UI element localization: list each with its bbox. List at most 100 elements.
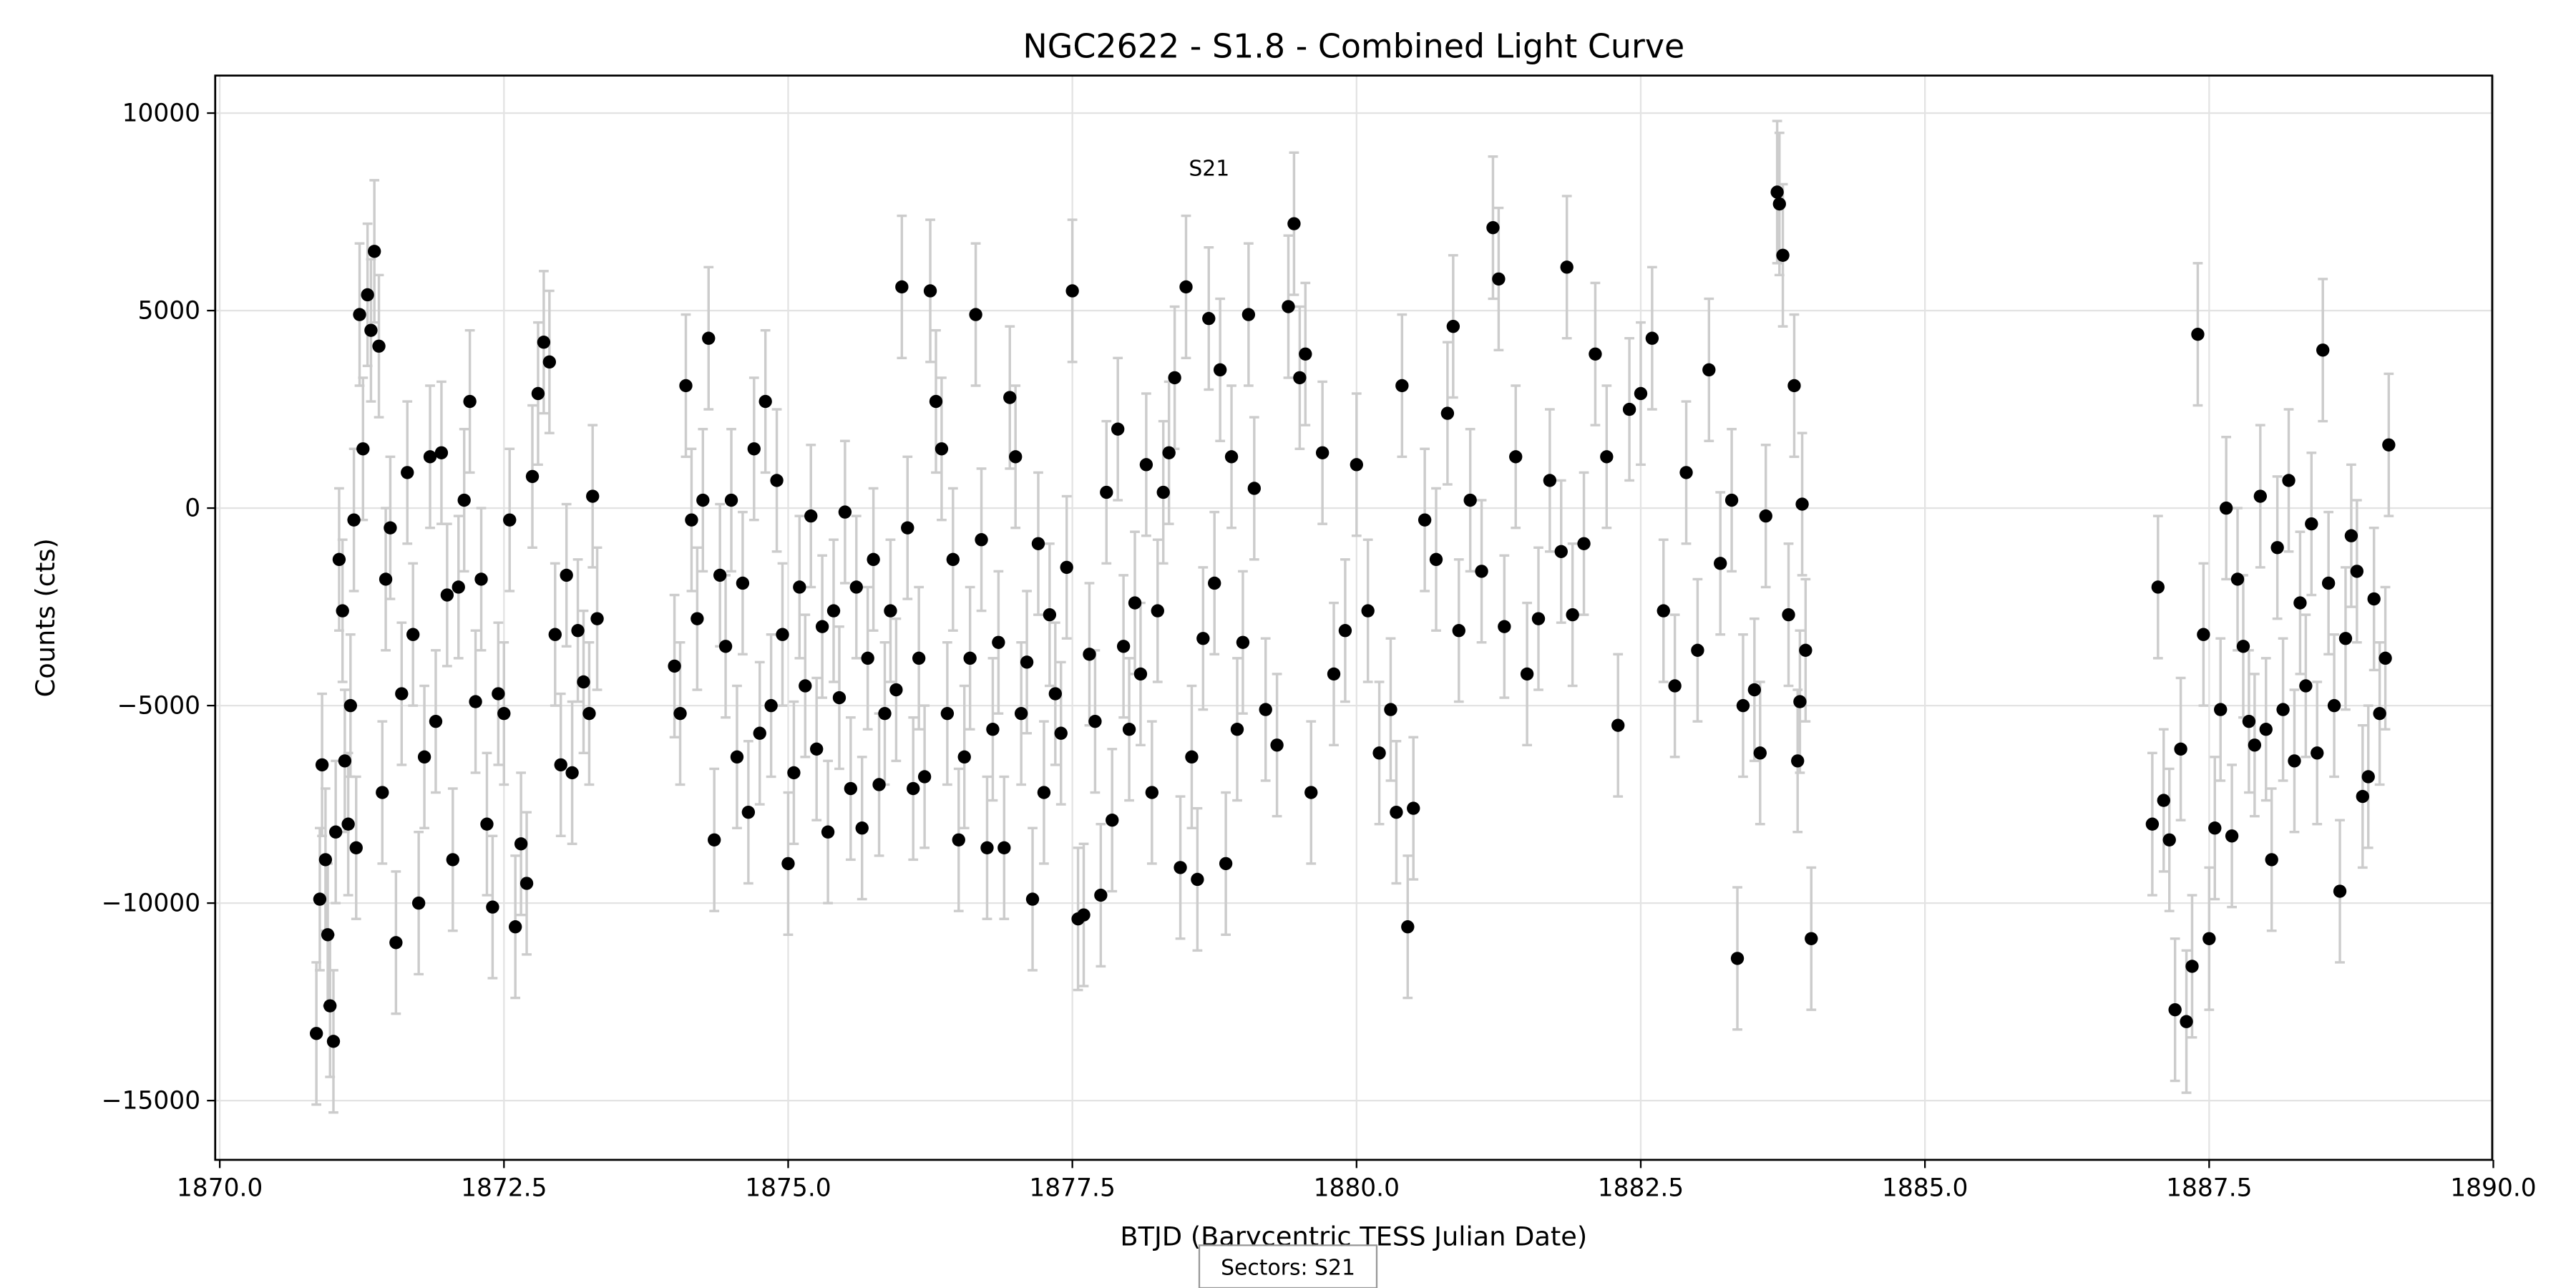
data-point [1270,738,1284,752]
data-point [980,841,994,855]
data-point [440,588,454,602]
data-point [338,754,352,768]
data-point [1282,300,1295,313]
data-point [1679,466,1693,479]
data-point [503,513,517,527]
data-point [1003,391,1017,404]
data-point [1560,260,1574,274]
data-point [878,706,892,721]
data-point [1691,643,1704,657]
data-point [343,698,358,713]
data-point [1100,485,1113,499]
data-point [1162,446,1176,459]
data-point [1361,604,1375,618]
data-point [907,781,920,796]
data-point [1776,248,1790,262]
data-point [2219,501,2233,515]
data-point [1486,220,1500,235]
data-point [2157,794,2170,807]
data-point [1241,308,1256,321]
data-point [480,817,494,831]
data-point [1185,750,1199,764]
data-point [691,612,704,625]
data-point [2344,529,2358,542]
data-point [1094,888,1108,902]
data-point [531,386,545,401]
data-point [560,568,573,582]
data-point [586,489,600,503]
data-point [917,770,932,784]
data-point [1299,347,1312,361]
data-point [2382,438,2396,452]
data-point [1043,608,1057,622]
data-point [718,640,733,653]
data-point [1759,509,1772,523]
data-point [2321,576,2336,590]
data-point [2208,821,2222,835]
data-point [2288,754,2301,768]
data-point [323,999,337,1013]
data-point [1395,379,1409,393]
data-point [2350,565,2364,578]
data-point [884,604,897,618]
data-point [1799,643,1813,657]
data-point [1622,402,1636,416]
data-point [1122,723,1136,736]
data-point [1787,379,1801,393]
data-point [2367,592,2381,606]
data-point [1133,667,1148,681]
data-point [537,336,551,349]
data-point [1247,482,1262,495]
data-point [1645,331,1659,345]
data-point [673,706,687,721]
data-point [525,469,540,484]
data-point [1589,347,1602,361]
data-point [696,493,710,507]
data-point [1736,698,1750,713]
data-point [901,521,914,535]
data-point [379,572,393,586]
data-point [1543,474,1557,487]
data-point [582,706,596,721]
y-tick-label: −5000 [117,692,200,721]
data-point [679,379,693,393]
data-point [2145,817,2160,831]
error-bars [311,119,2394,1114]
y-axis-label: Counts (cts) [30,538,61,697]
data-point [861,651,874,665]
data-point [2151,580,2165,594]
data-point [855,821,869,835]
data-point [1213,363,1227,377]
data-point [318,853,333,867]
data-point [2282,474,2296,487]
data-point [1151,604,1164,618]
data-point [395,687,409,701]
data-point [1407,801,1420,815]
data-point [2361,770,2375,784]
data-point [1219,857,1233,871]
annotation: S21 [1189,157,1229,182]
data-point [963,651,977,665]
data-point [336,604,349,618]
data-point [1446,319,1460,333]
data-point [1753,746,1767,760]
data-point [2242,714,2256,728]
data-point [554,758,567,772]
data-point [804,509,818,523]
data-point [1088,714,1102,728]
data-point [969,308,982,321]
data-point [1520,667,1534,681]
data-point [1772,197,1786,211]
data-point [809,742,824,756]
data-point [1554,545,1568,558]
data-point [571,624,585,638]
data-point [1025,892,1040,906]
data-point [997,841,1011,855]
data-point [2162,833,2176,847]
data-point [1327,667,1341,681]
data-point [2248,738,2262,752]
data-point [1634,386,1648,401]
data-point [2270,541,2284,555]
